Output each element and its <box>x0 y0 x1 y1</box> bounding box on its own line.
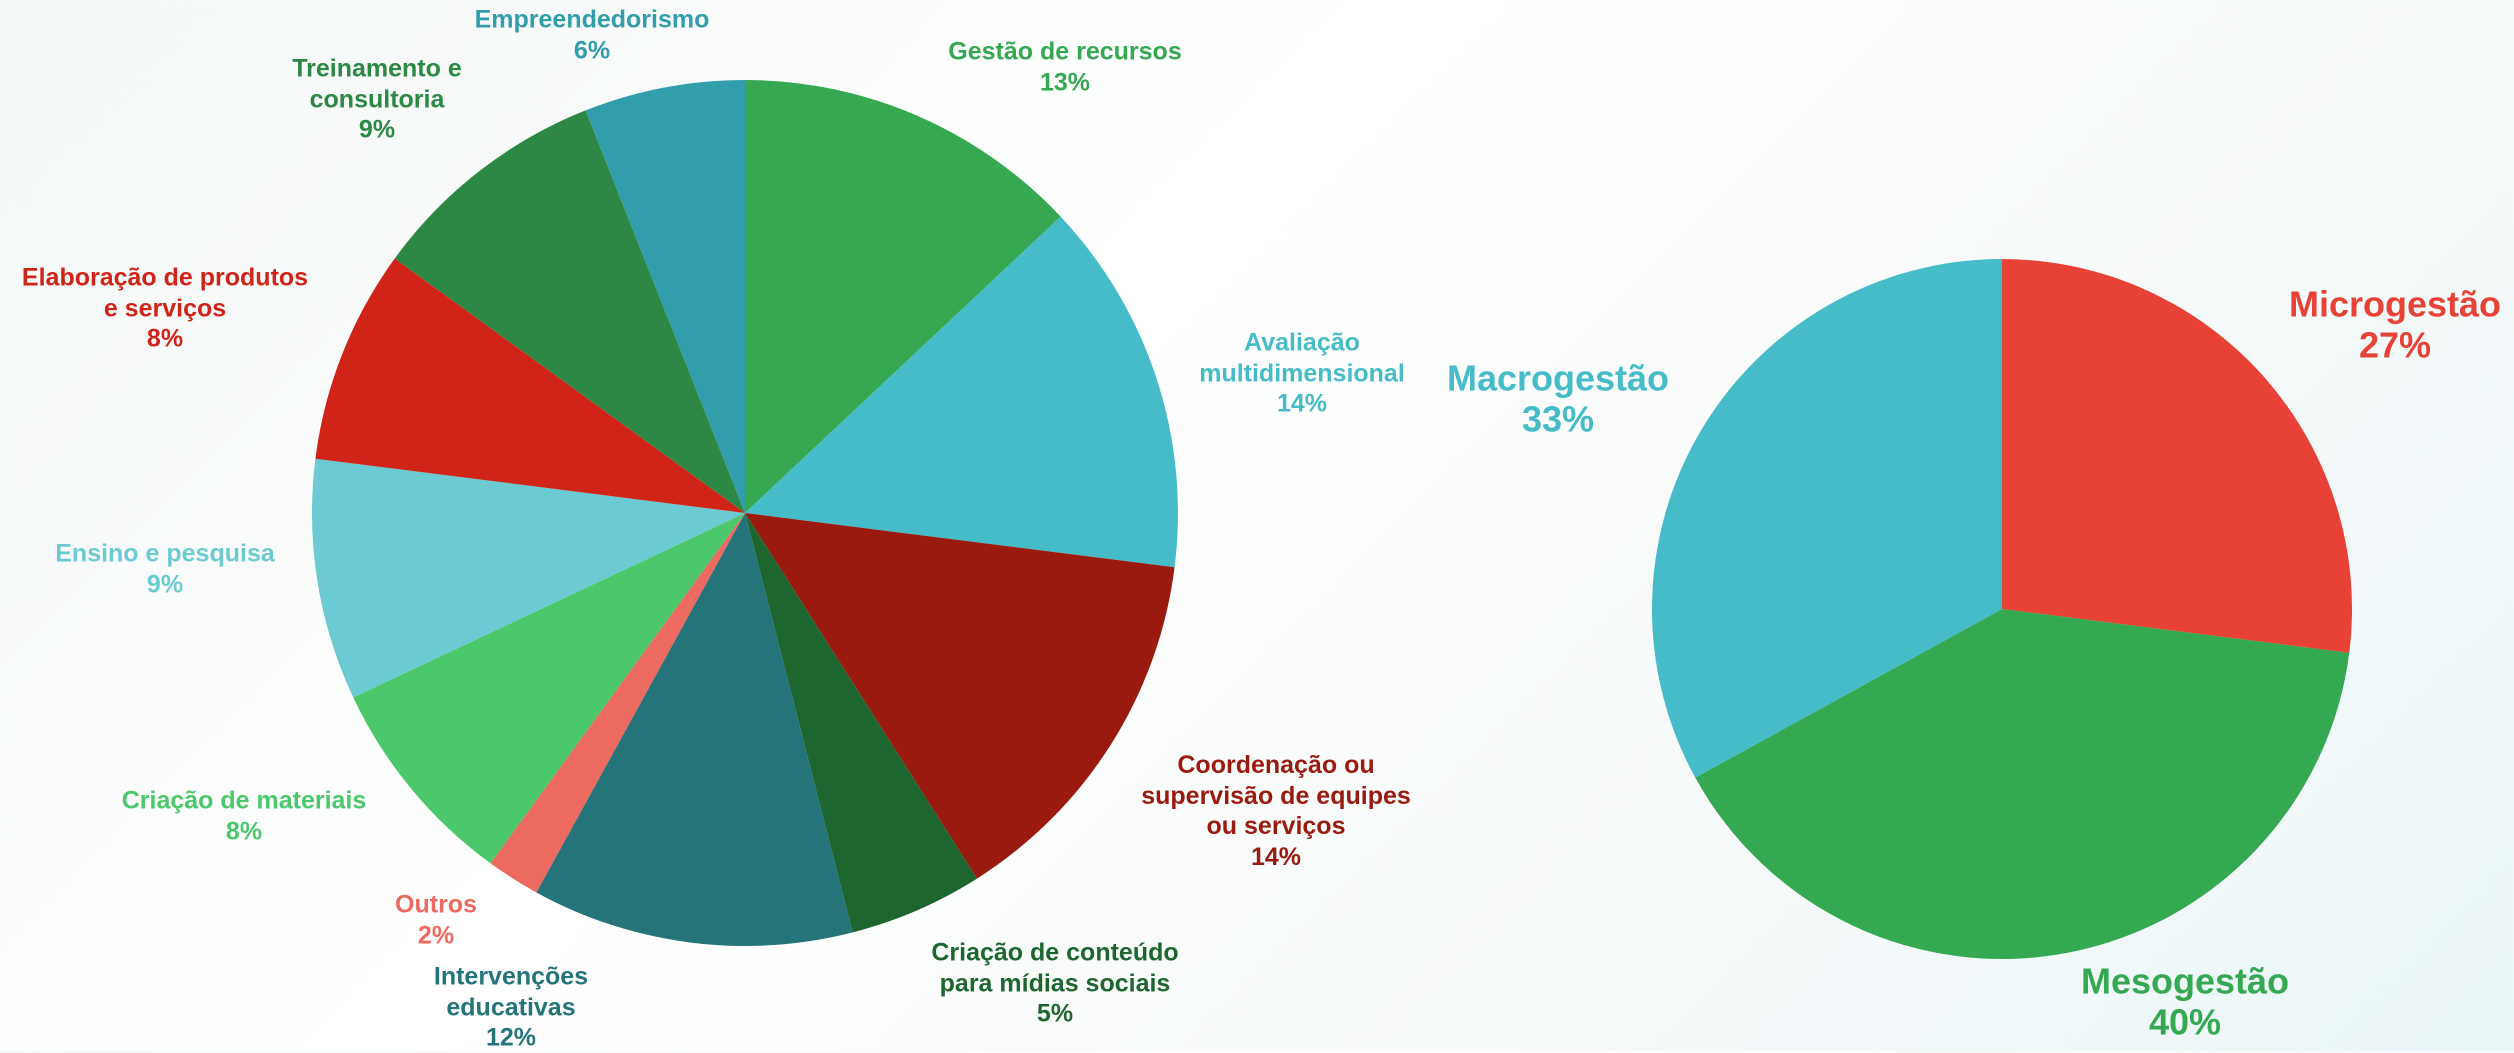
slice-label: Treinamento e consultoria 9% <box>292 53 462 145</box>
pie-slice <box>536 513 853 946</box>
pie-slice <box>745 513 978 933</box>
value-label: 5% <box>1036 999 1074 1028</box>
category-name: Criação de materiais <box>121 786 367 815</box>
pie-slice <box>353 513 745 864</box>
value-label: 6% <box>573 36 611 64</box>
slice-label: Empreendedorismo 6% <box>475 5 710 66</box>
pie-slice <box>1652 259 2002 778</box>
category-name: Criação de conteúdo para mídias sociais <box>931 938 1179 997</box>
pie-slice <box>2002 259 2353 653</box>
slice-label: Macrogestão 33% <box>1447 358 1669 441</box>
category-name: Elaboração de produtos e serviços <box>21 263 309 322</box>
value-label: 33% <box>1521 399 1595 440</box>
pie-slice <box>315 258 745 513</box>
value-label: 2% <box>417 921 455 949</box>
category-name: Mesogestão <box>2080 960 2290 1002</box>
slice-label: Criação de conteúdo para mídias sociais 5… <box>931 937 1178 1029</box>
category-name: Gestão de recursos <box>948 37 1182 66</box>
slice-label: Microgestão 27% <box>2289 284 2501 367</box>
slice-label: Mesogestão 40% <box>2081 961 2289 1044</box>
pie-slice <box>1695 609 2350 960</box>
value-label: 14% <box>1250 842 1302 871</box>
slice-label: Ensino e pesquisa 9% <box>55 539 275 600</box>
slice-label: Criação de materiais 8% <box>122 786 367 847</box>
category-name: Macrogestão <box>1446 357 1670 399</box>
pie-slice <box>585 80 745 513</box>
category-name: Outros <box>395 890 477 919</box>
slice-label: Intervenções educativas 12% <box>434 961 588 1053</box>
pie-slice <box>745 80 1061 513</box>
value-label: 9% <box>146 570 184 598</box>
pie-slice <box>745 513 1175 879</box>
category-name: Treinamento e consultoria <box>292 54 462 113</box>
category-name: Intervenções educativas <box>433 962 589 1021</box>
category-name: Coordenação ou supervisão de equipes ou … <box>1141 751 1411 840</box>
slice-label: Avaliação multidimensional 14% <box>1199 327 1405 419</box>
pie-slice <box>394 110 745 513</box>
value-label: 8% <box>225 817 263 845</box>
value-label: 8% <box>146 324 184 353</box>
pie-slice <box>745 216 1179 568</box>
value-label: 12% <box>485 1023 537 1052</box>
slice-label: Gestão de recursos 13% <box>948 37 1181 98</box>
value-label: 27% <box>2358 325 2432 366</box>
category-name: Avaliação multidimensional <box>1199 328 1405 387</box>
value-label: 14% <box>1276 389 1328 418</box>
pie-slice <box>312 458 745 698</box>
value-label: 40% <box>2148 1002 2222 1043</box>
category-name: Empreendedorismo <box>474 5 710 34</box>
value-label: 13% <box>1039 68 1091 96</box>
category-name: Ensino e pesquisa <box>55 539 275 568</box>
slice-label: Outros 2% <box>395 890 477 951</box>
value-label: 9% <box>358 115 396 144</box>
slice-label: Elaboração de produtos e serviços 8% <box>22 262 308 354</box>
pie-slice <box>490 513 745 893</box>
slice-label: Coordenação ou supervisão de equipes ou … <box>1141 750 1411 872</box>
category-name: Microgestão <box>2288 283 2502 325</box>
